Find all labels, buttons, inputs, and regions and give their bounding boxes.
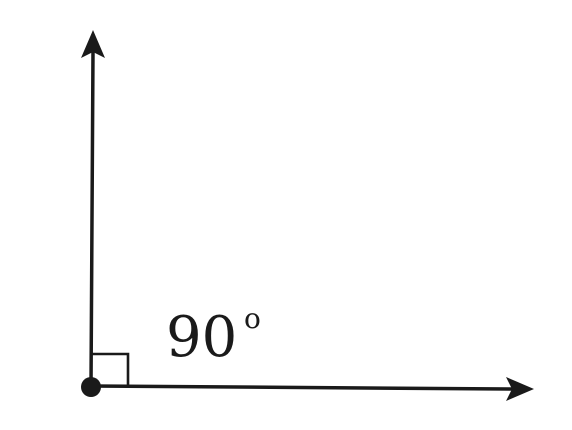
vertical-ray: [89, 50, 95, 388]
angle-unit-label: o: [244, 302, 261, 335]
right-angle-marker: [91, 352, 130, 386]
vertex-point: [81, 377, 101, 397]
vertical-arrowhead: [81, 30, 105, 58]
horizontal-arrowhead: [506, 377, 534, 401]
horizontal-ray: [89, 384, 514, 391]
angle-value-label: 90: [166, 305, 237, 370]
